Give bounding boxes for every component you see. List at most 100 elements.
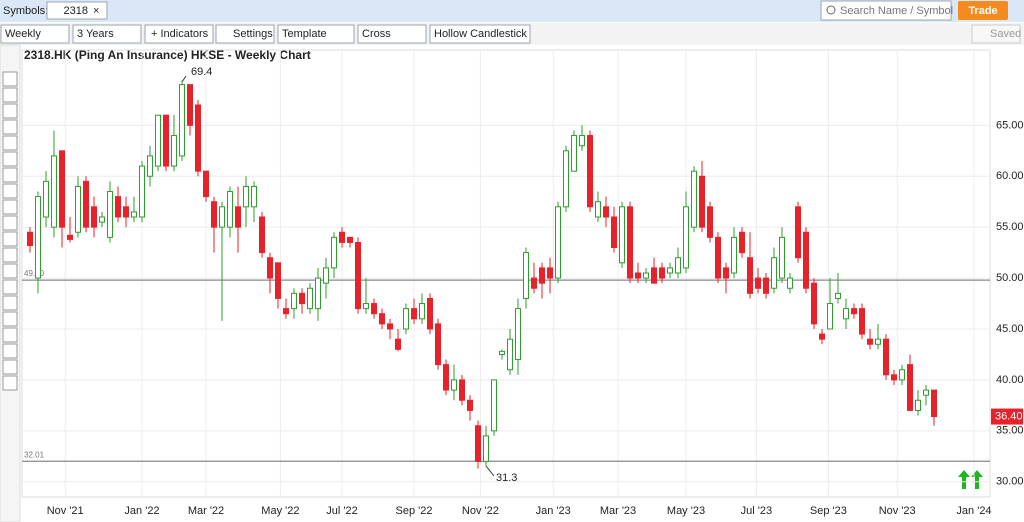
tool-button[interactable]	[2, 247, 18, 263]
candle-body	[755, 277, 761, 289]
tool-button[interactable]	[2, 135, 18, 151]
tool-button[interactable]	[2, 343, 18, 359]
candle-body	[267, 257, 273, 279]
top-bar	[0, 0, 1024, 22]
candle-body	[611, 216, 617, 249]
candle-body	[675, 257, 681, 274]
symbols-label: Symbols:	[3, 5, 48, 17]
trade-button[interactable]	[958, 1, 1008, 20]
candle-body	[427, 297, 433, 330]
candle-body	[819, 333, 825, 340]
candle-body	[539, 267, 545, 284]
candle-body	[195, 104, 201, 172]
tool-button[interactable]	[2, 327, 18, 343]
style-select[interactable]	[429, 24, 531, 44]
candle-body	[155, 114, 161, 167]
tool-button[interactable]	[2, 151, 18, 167]
crosshair-select[interactable]	[357, 24, 427, 44]
candle-body	[571, 135, 577, 172]
candle-body	[123, 206, 129, 218]
candle-body	[851, 308, 857, 315]
candle-body	[507, 338, 513, 371]
y-tick-label: 35.00	[996, 425, 1024, 437]
candle-body	[859, 308, 865, 335]
clear-symbol[interactable]: ×	[93, 5, 99, 17]
tool-button[interactable]	[2, 199, 18, 215]
x-tick-label: Sep '23	[810, 505, 847, 517]
tool-button[interactable]	[2, 279, 18, 295]
x-tick-label: Jul '22	[326, 505, 357, 517]
tool-button[interactable]	[2, 263, 18, 279]
tool-button[interactable]	[2, 119, 18, 135]
y-tick-label: 40.00	[996, 374, 1024, 386]
symbol-input[interactable]	[46, 1, 108, 20]
x-tick-label: Jan '24	[956, 505, 991, 517]
candle-body	[475, 425, 481, 462]
x-tick-label: Jan '22	[124, 505, 159, 517]
candle-body	[243, 185, 249, 208]
candle-body	[227, 191, 233, 228]
candle-body	[291, 292, 297, 310]
x-tick-label: Jan '23	[536, 505, 571, 517]
candle-body	[179, 84, 185, 157]
candle-body	[235, 206, 241, 228]
candle-body	[435, 323, 441, 366]
candle-body	[91, 206, 97, 228]
candle-body	[467, 399, 473, 411]
candle-body	[459, 379, 465, 401]
candle-body	[323, 267, 329, 284]
period-select[interactable]	[0, 24, 70, 44]
x-tick-label: Jul '23	[741, 505, 772, 517]
candle-body	[803, 231, 809, 289]
x-tick-label: Nov '21	[47, 505, 84, 517]
tool-button[interactable]	[2, 359, 18, 375]
candle-body	[771, 257, 777, 289]
candle-body	[483, 435, 489, 462]
y-tick-label: 65.00	[996, 119, 1024, 131]
indicators-button[interactable]	[144, 24, 214, 44]
tool-button[interactable]	[2, 375, 18, 391]
tool-button[interactable]	[2, 167, 18, 183]
candle-body	[691, 170, 697, 228]
y-tick-label: 60.00	[996, 170, 1024, 182]
candle-body	[779, 236, 785, 279]
tool-button[interactable]	[2, 71, 18, 87]
candle-body	[139, 165, 145, 218]
tool-button[interactable]	[2, 183, 18, 199]
candle-body	[107, 191, 113, 238]
template-select[interactable]	[277, 24, 355, 44]
saved: Saved	[990, 28, 1021, 40]
candle-body	[59, 150, 65, 228]
last-price-tag	[991, 408, 1023, 425]
candle-body	[307, 287, 313, 310]
candle-body	[387, 323, 393, 330]
range-select[interactable]	[72, 24, 142, 44]
tool-button[interactable]	[2, 87, 18, 103]
candle-body	[587, 135, 593, 208]
candle-body	[371, 303, 377, 315]
candle-body	[747, 257, 753, 294]
search-box[interactable]	[820, 0, 952, 21]
candle-body	[595, 201, 601, 218]
candle-body	[531, 277, 537, 289]
candle-body	[563, 150, 569, 208]
tool-button[interactable]	[2, 295, 18, 311]
candle-body	[491, 379, 497, 432]
candle-body	[315, 277, 321, 310]
candle-body	[699, 175, 705, 228]
candle-body	[795, 206, 801, 259]
candle-body	[683, 206, 689, 269]
candle-body	[443, 364, 449, 391]
settings-button[interactable]	[215, 24, 275, 44]
annotation-leader	[485, 465, 495, 477]
x-tick-label: Mar '23	[600, 505, 636, 517]
tool-button[interactable]	[2, 311, 18, 327]
tool-button[interactable]	[2, 215, 18, 231]
candle-body	[603, 206, 609, 218]
candle-body	[827, 303, 833, 330]
tool-button[interactable]	[2, 231, 18, 247]
candle-body	[187, 84, 193, 126]
candle-body	[547, 267, 553, 279]
tool-button[interactable]	[2, 103, 18, 119]
saved-button[interactable]	[971, 24, 1021, 44]
